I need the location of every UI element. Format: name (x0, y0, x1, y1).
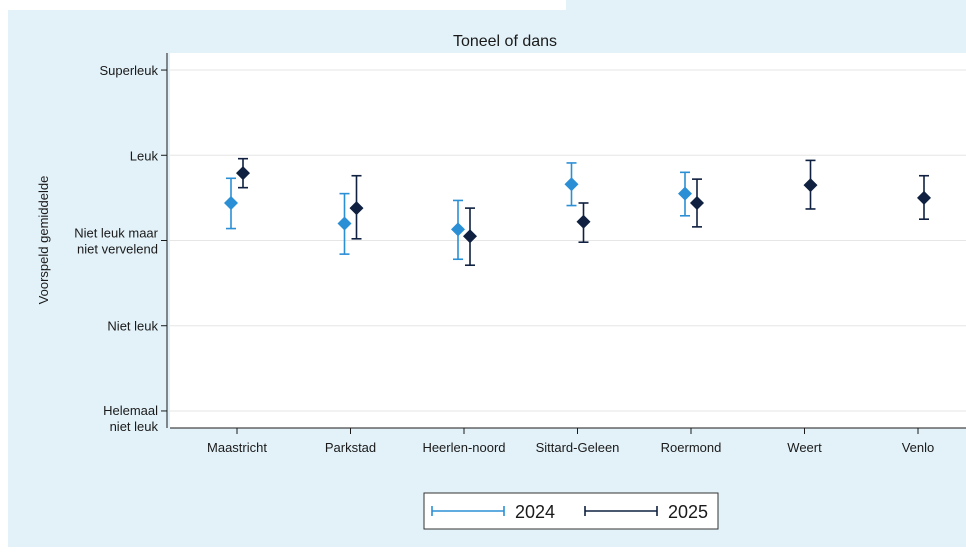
y-tick-label: Leuk (130, 148, 159, 163)
x-tick-label: Sittard-Geleen (536, 440, 620, 455)
y-tick-label: Superleuk (99, 63, 158, 78)
legend-box (423, 492, 719, 530)
y-tick-label: niet leuk (110, 419, 159, 434)
data-point-diamond (349, 201, 364, 216)
grid-layer (170, 69, 966, 412)
legend: 2024 2025 (423, 492, 719, 530)
x-tick-label: Venlo (902, 440, 935, 455)
x-tick-label: Maastricht (207, 440, 267, 455)
data-point-diamond (678, 186, 692, 201)
top-right-panel (566, 0, 966, 10)
y-tick-label: niet vervelend (77, 242, 158, 257)
x-tick-label: Weert (787, 440, 822, 455)
y-tick-label: Niet leuk maar (74, 226, 158, 241)
x-tick-label: Parkstad (325, 440, 376, 455)
series-layer (224, 157, 931, 267)
data-point-diamond (337, 216, 352, 231)
y-tick-label: Niet leuk (107, 319, 158, 334)
x-tick-label: Heerlen-noord (422, 440, 505, 455)
data-point-diamond (576, 214, 591, 229)
x-tick-label: Roermond (661, 440, 722, 455)
legend-label: 2024 (515, 502, 555, 522)
data-point-diamond (564, 177, 579, 192)
left-border-strip (0, 10, 8, 547)
data-point-diamond (236, 166, 250, 181)
series-2025 (236, 157, 931, 267)
data-point-diamond (463, 229, 477, 244)
y-tick-label: Helemaal (103, 403, 158, 418)
data-point-diamond (690, 196, 704, 210)
data-point-diamond (451, 222, 465, 237)
data-point-diamond (803, 178, 818, 193)
series-2024 (224, 162, 692, 261)
x-axis-ticks: Maastricht Parkstad Heerlen-noord Sittard-G… (207, 428, 934, 455)
legend-label: 2025 (668, 502, 708, 522)
chart-title: Toneel of dans (453, 33, 557, 50)
top-white-strip (0, 0, 566, 10)
data-point-diamond (224, 196, 238, 210)
data-point-diamond (917, 190, 931, 205)
y-axis-title: Voorspeld gemiddelde (36, 176, 51, 305)
